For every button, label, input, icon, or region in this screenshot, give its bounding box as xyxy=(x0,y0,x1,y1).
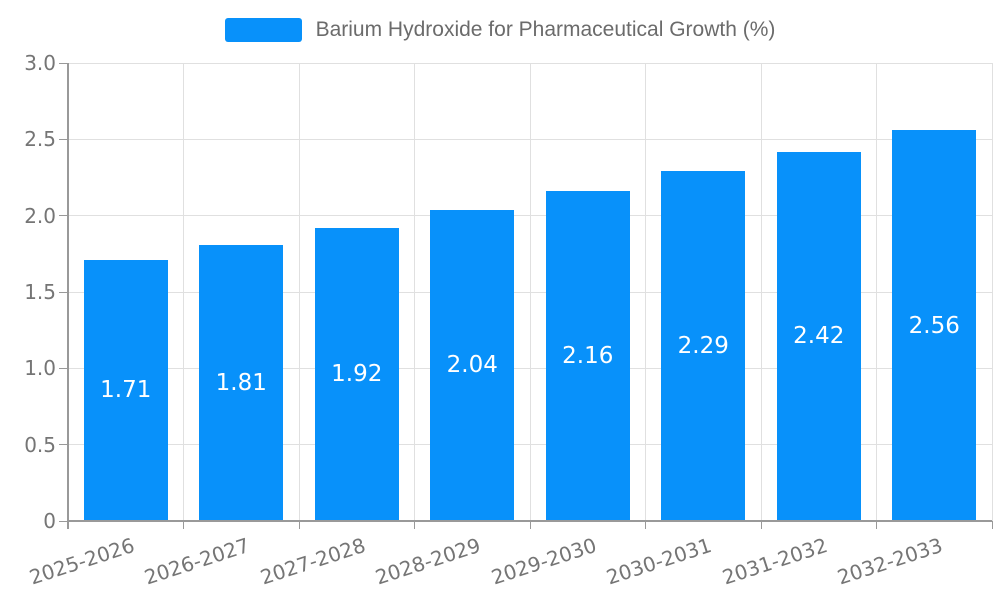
y-axis-tick-label: 0.5 xyxy=(24,432,56,457)
x-axis-tick-mark xyxy=(876,521,877,529)
y-axis-tick-mark xyxy=(59,367,67,369)
chart-legend: Barium Hydroxide for Pharmaceutical Grow… xyxy=(0,18,1000,42)
y-axis-tick-label: 0 xyxy=(43,509,56,533)
legend-item[interactable]: Barium Hydroxide for Pharmaceutical Grow… xyxy=(224,18,776,42)
bar[interactable]: 2.56 xyxy=(892,130,977,521)
bar[interactable]: 2.04 xyxy=(430,209,515,521)
gridline-vertical xyxy=(991,63,993,521)
gridline-vertical xyxy=(645,63,646,521)
x-axis-tick-mark xyxy=(645,521,646,529)
bar[interactable]: 1.81 xyxy=(199,244,284,521)
x-axis-tick-mark xyxy=(183,521,184,529)
gridline-vertical xyxy=(298,63,300,521)
bar-value-label: 1.81 xyxy=(215,369,267,396)
bar-value-label: 2.29 xyxy=(677,333,729,360)
x-axis-tick-mark xyxy=(991,521,993,529)
bar[interactable]: 1.92 xyxy=(314,227,399,521)
x-axis-line xyxy=(68,520,992,522)
bar-value-label: 1.71 xyxy=(100,377,152,404)
y-axis-tick-mark xyxy=(59,215,67,217)
bar-value-label: 2.04 xyxy=(446,352,498,379)
y-axis-tick-label: 1.5 xyxy=(24,280,56,304)
legend-color-swatch xyxy=(224,18,302,42)
bar[interactable]: 2.29 xyxy=(661,171,746,521)
x-axis-tick-mark xyxy=(529,521,531,529)
gridline-vertical xyxy=(876,63,877,521)
y-axis-tick-label: 2.0 xyxy=(24,203,56,228)
bar[interactable]: 2.16 xyxy=(545,191,630,521)
x-axis-tick-mark xyxy=(298,521,300,529)
y-axis-tick-mark xyxy=(59,138,67,140)
legend-series-label: Barium Hydroxide for Pharmaceutical Grow… xyxy=(315,18,776,41)
y-axis-tick-mark xyxy=(59,62,67,64)
bar-value-label: 2.56 xyxy=(908,312,960,339)
bar[interactable]: 2.42 xyxy=(776,151,861,521)
y-axis-tick-mark xyxy=(59,444,67,446)
y-axis-tick-label: 1.0 xyxy=(24,356,56,381)
y-axis-line xyxy=(67,63,69,529)
bar-value-label: 2.16 xyxy=(562,343,614,370)
x-axis-tick-mark xyxy=(760,521,762,529)
y-axis-tick-label: 2.5 xyxy=(24,127,56,152)
bar-value-label: 2.42 xyxy=(793,323,845,350)
gridline-vertical xyxy=(183,63,184,521)
gridline-vertical xyxy=(760,63,762,521)
y-axis-tick-label: 3.0 xyxy=(24,51,56,75)
y-axis-tick-mark xyxy=(59,520,67,522)
gridline-vertical xyxy=(414,63,415,521)
gridline-vertical xyxy=(529,63,531,521)
plot-area: 0 0.5 1.0 1.5 2.0 2.5 3.0 1.71 1.81 1.92 2.04 2.16 2… xyxy=(24,51,993,590)
bar[interactable]: 1.71 xyxy=(83,259,168,521)
x-axis-tick-mark xyxy=(414,521,415,529)
bar-value-label: 1.92 xyxy=(331,361,383,388)
y-axis-tick-mark xyxy=(59,291,67,293)
